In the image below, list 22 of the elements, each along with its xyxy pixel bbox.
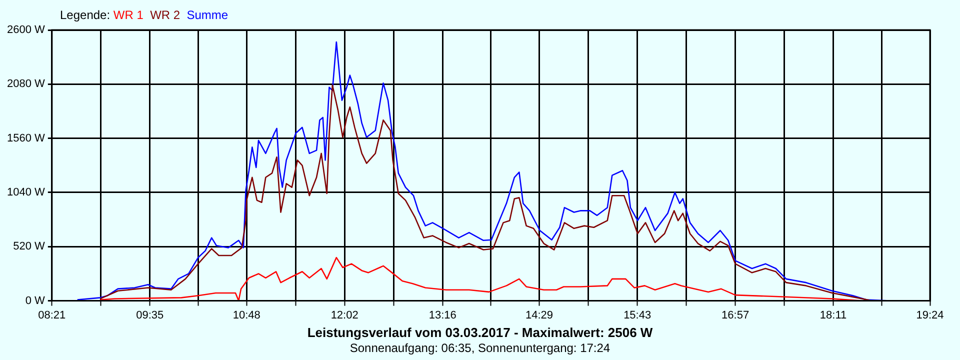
- text: Leistungsverlauf vom 03.03.2017 - Maximalwert: 2506 W: [306, 325, 654, 340]
- x-tick-label: 14:29: [526, 309, 554, 322]
- text: WR 2: [150, 8, 180, 22]
- text: WR 1: [113, 8, 144, 22]
- x-tick-label: 13:16: [428, 309, 456, 322]
- x-tick-label: 19:24: [916, 309, 944, 322]
- x-tick-label: 12:02: [330, 309, 358, 322]
- text: Sonnenaufgang: 06:35, Sonnenuntergang: 17:24: [348, 341, 612, 355]
- x-tick-label: 10:48: [232, 309, 260, 322]
- x-tick-label: 09:35: [136, 309, 164, 322]
- y-tick-label: 2080 W: [6, 78, 46, 90]
- x-tick-label: 18:11: [820, 309, 847, 322]
- legend-title: Legende:: [60, 8, 110, 22]
- y-tick-label: 2600 W: [6, 24, 46, 36]
- y-tick-label: 520 W: [13, 240, 46, 253]
- x-tick-label: 16:57: [722, 309, 750, 322]
- y-tick-label: 1040 W: [6, 186, 46, 199]
- y-tick-label: 1560 W: [6, 132, 46, 144]
- x-tick-label: 15:43: [624, 309, 652, 322]
- x-tick-label: 08:21: [38, 309, 66, 322]
- text: Summe: [186, 8, 228, 22]
- y-tick-label: 0 W: [25, 294, 46, 307]
